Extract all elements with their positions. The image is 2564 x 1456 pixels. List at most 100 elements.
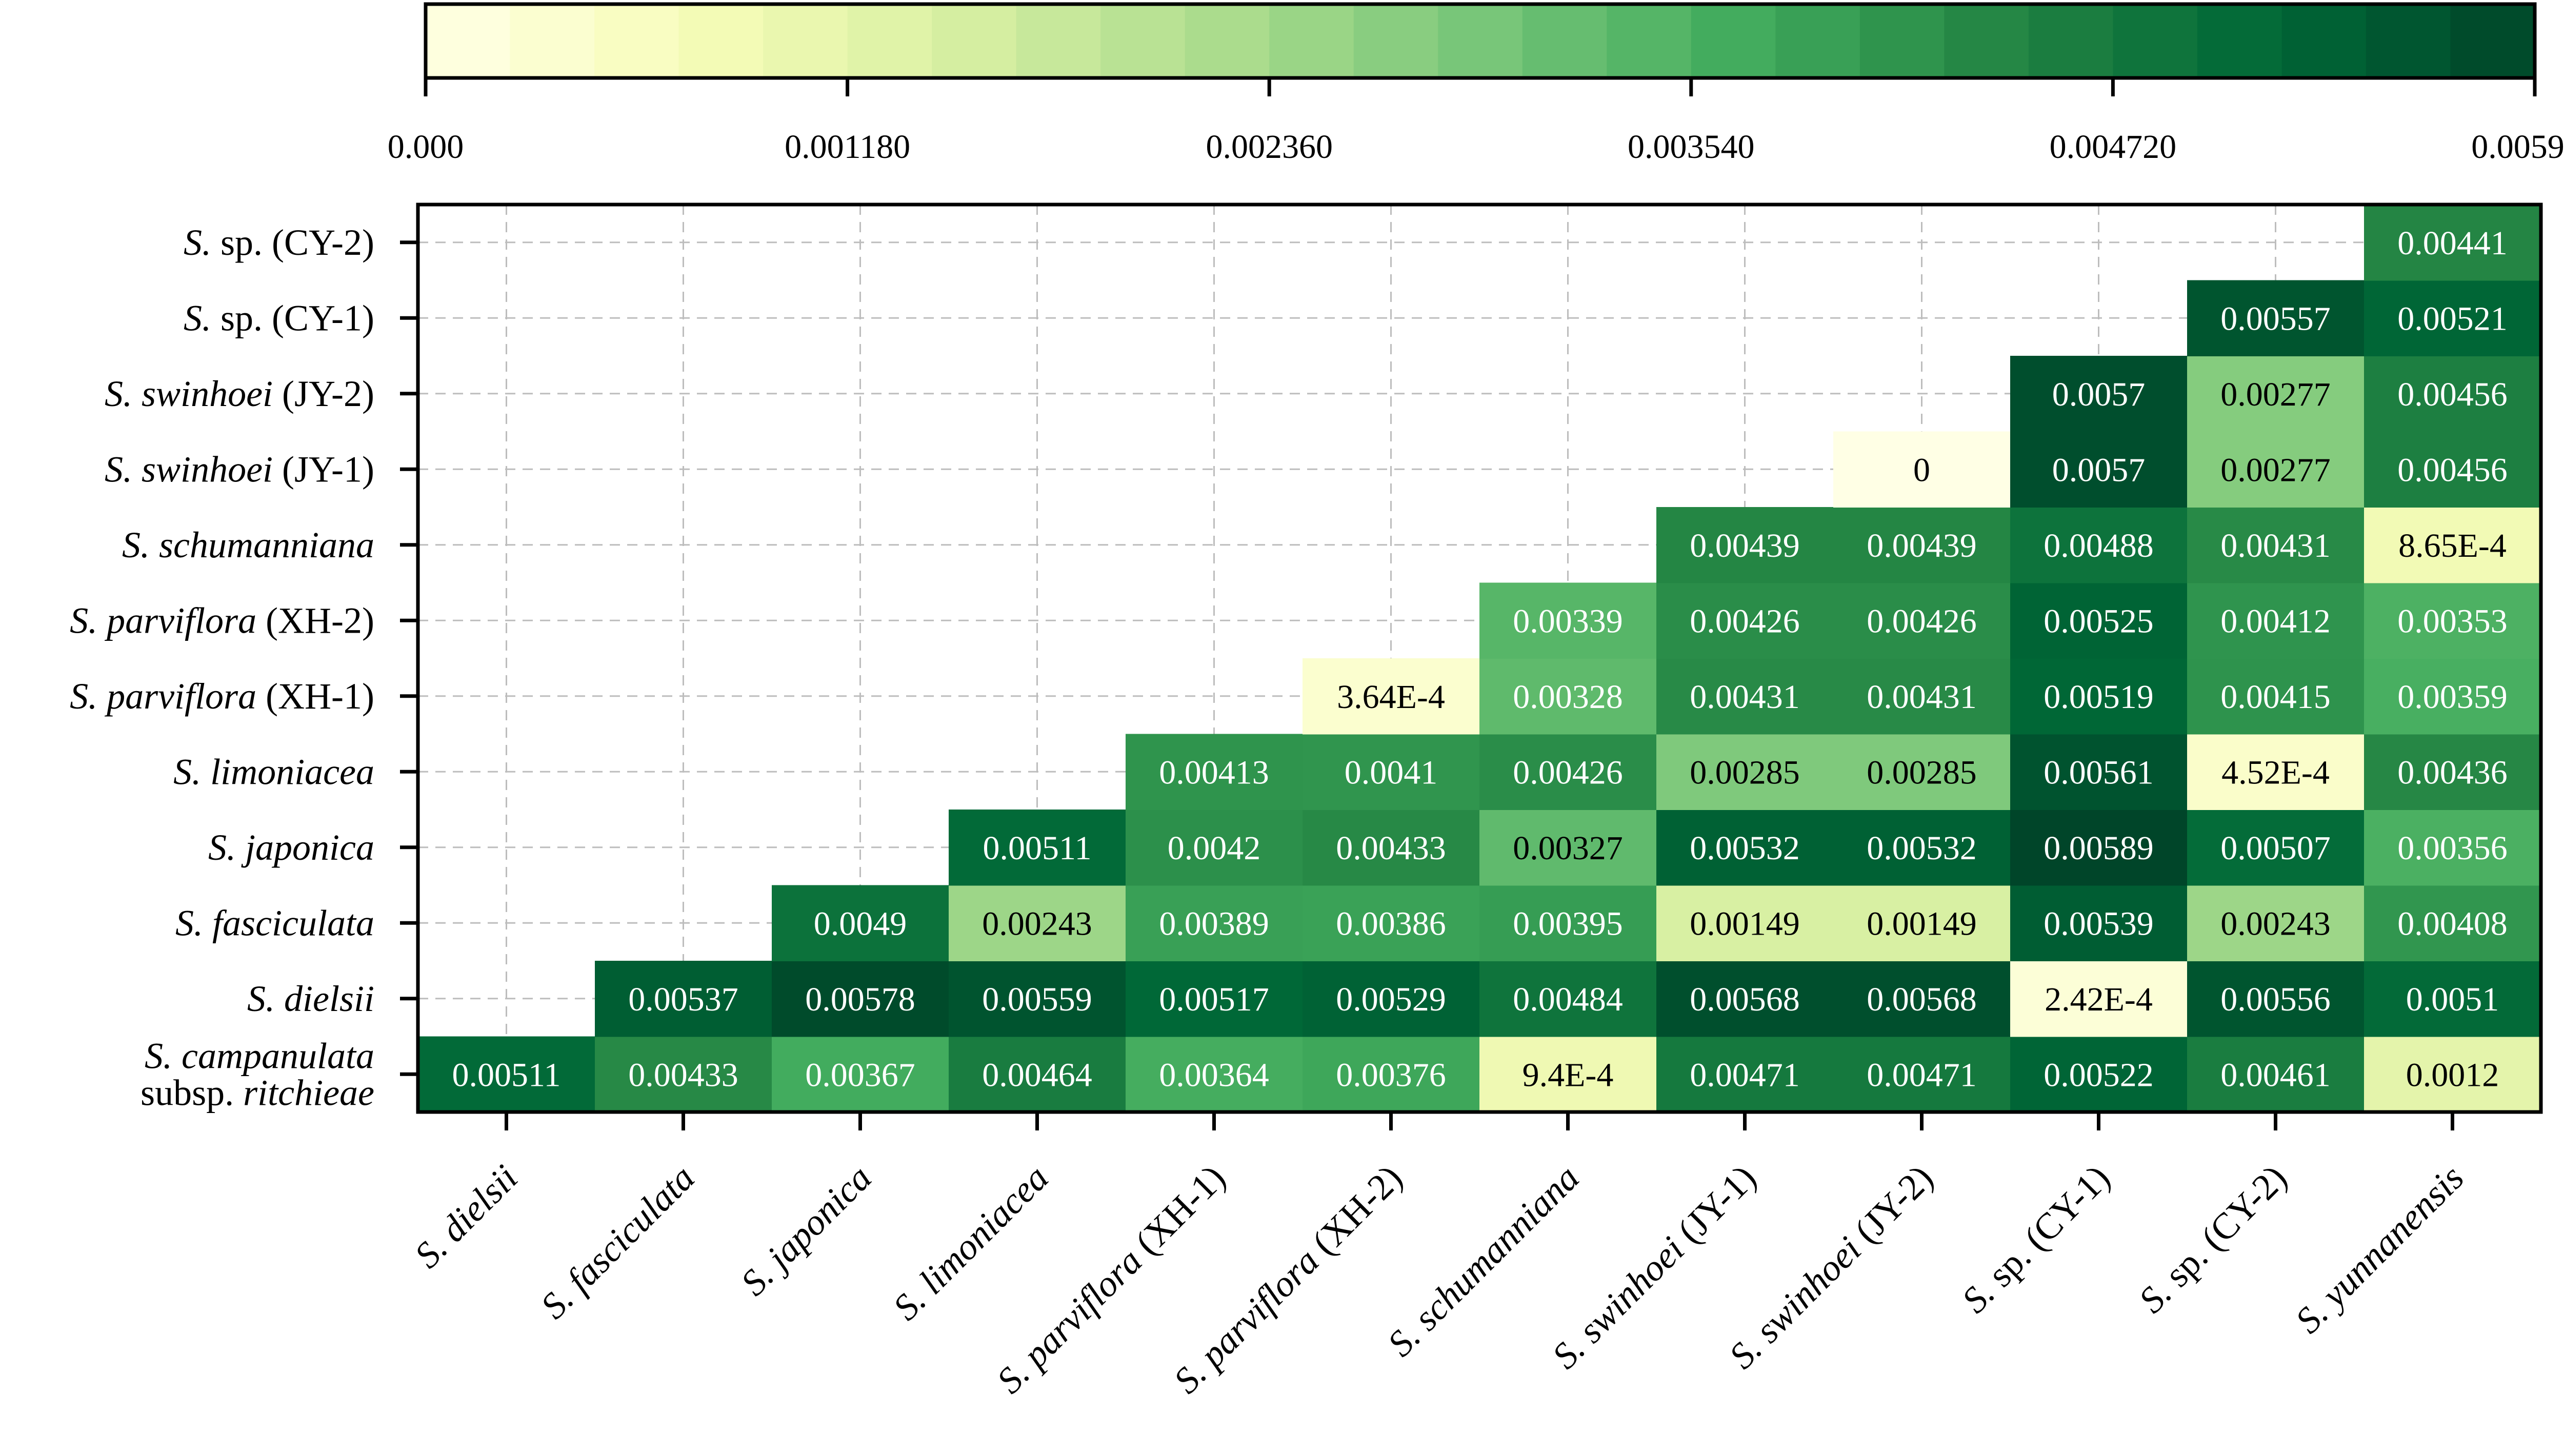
- cell-value-label: 0.00589: [2044, 830, 2154, 867]
- cell-value-label: 0.00522: [2044, 1056, 2154, 1094]
- colorbar-tick-label: 0.002360: [1206, 128, 1333, 166]
- heatmap-cell: [1656, 734, 1834, 810]
- heatmap-cell: [2010, 810, 2188, 886]
- cell-value-label: 0.00441: [2397, 225, 2508, 262]
- heatmap-cell: [1303, 1036, 1480, 1112]
- heatmap-cell: [1303, 658, 1480, 735]
- heatmap-cell: [1656, 507, 1834, 583]
- heatmap-cell: [2010, 885, 2188, 961]
- cell-value-label: 0.00456: [2397, 451, 2508, 489]
- cell-value-label: 0.00285: [1867, 754, 1977, 791]
- heatmap-cell: [2187, 280, 2365, 356]
- cell-value-label: 0.00507: [2220, 830, 2331, 867]
- cell-value-label: 0.00367: [805, 1056, 915, 1094]
- x-axis-label: S. fasciculata: [533, 1157, 703, 1327]
- colorbar-segment: [594, 4, 680, 78]
- cell-value-label: 0.00561: [2044, 754, 2154, 791]
- colorbar-segment: [763, 4, 849, 78]
- colorbar-frame: [424, 2, 2537, 80]
- cell-value-label: 0.00277: [2220, 451, 2331, 489]
- colorbar-tick-label: 0.003540: [1628, 128, 1755, 166]
- colorbar-segment: [1775, 4, 1861, 78]
- cell-value-label: 0.00389: [1159, 905, 1269, 942]
- colorbar-segment: [1269, 4, 1355, 78]
- cell-value-label: 0.0041: [1345, 754, 1438, 791]
- cell-value-label: 0.0012: [2406, 1056, 2499, 1094]
- heatmap-cell: [1126, 1036, 1303, 1112]
- heatmap-cell: [2364, 205, 2541, 281]
- colorbar-tick-label: 0.001180: [785, 128, 910, 166]
- heatmap-cell: [1833, 734, 2011, 810]
- heatmap-cell: [2187, 507, 2365, 583]
- heatmap-cell: [2187, 658, 2365, 735]
- cell-value-label: 0.00537: [628, 981, 738, 1018]
- heatmap-cell: [1303, 885, 1480, 961]
- colorbar-segment: [1100, 4, 1186, 78]
- cell-value-label: 0.00529: [1336, 981, 1446, 1018]
- cell-value-label: 0.00436: [2397, 754, 2508, 791]
- heatmap-cell: [1303, 734, 1480, 810]
- heatmap-cell: [1126, 734, 1303, 810]
- colorbar-segment: [1438, 4, 1524, 78]
- colorbar-segment: [2366, 4, 2451, 78]
- heatmap-cell: [1833, 431, 2011, 508]
- heatmap-cell: [2364, 810, 2541, 886]
- heatmap-cell: [1126, 810, 1303, 886]
- heatmap-cell: [1833, 810, 2011, 886]
- heatmap-cell: [2364, 1036, 2541, 1112]
- heatmap-cell: [2187, 582, 2365, 659]
- colorbar-segment: [1944, 4, 2030, 78]
- heatmap-cell: [2187, 431, 2365, 508]
- heatmap-cell: [772, 885, 949, 961]
- cell-value-label: 0.00433: [628, 1056, 738, 1094]
- y-axis-label: S. sp. (CY-1): [184, 297, 374, 338]
- heatmap-cell: [595, 1036, 772, 1112]
- heatmap-cell: [2364, 280, 2541, 356]
- heatmap-cell: [1656, 1036, 1834, 1112]
- cell-value-label: 0.00149: [1690, 905, 1800, 942]
- heatmap-cell: [2187, 356, 2365, 432]
- colorbar-segment: [1185, 4, 1270, 78]
- colorbar-segment: [678, 4, 764, 78]
- cell-value-label: 0.00511: [452, 1056, 560, 1094]
- heatmap-cell: [1303, 961, 1480, 1037]
- cell-value-label: 0.00339: [1513, 602, 1623, 640]
- colorbar-tick-label: 0.005900: [2471, 128, 2564, 166]
- heatmap-cell: [949, 1036, 1126, 1112]
- cell-value-label: 4.52E-4: [2221, 754, 2330, 791]
- x-axis: S. dielsii S. fasciculata S. japonica S. li…: [407, 1112, 2472, 1401]
- heatmap-cell: [1656, 658, 1834, 735]
- cell-value-label: 0.00415: [2220, 678, 2331, 716]
- cell-value-label: 0.00471: [1867, 1056, 1977, 1094]
- heatmap-cell: [1656, 961, 1834, 1037]
- x-axis-label: S. limoniacea: [885, 1157, 1056, 1328]
- heatmap-cell: [2187, 1036, 2365, 1112]
- cell-value-label: 0.0042: [1168, 830, 1261, 867]
- y-axis-label: S. dielsii: [247, 978, 374, 1019]
- y-axis-label: subsp. ritchieae: [141, 1072, 374, 1113]
- colorbar-segment: [2450, 4, 2536, 78]
- cell-value-label: 0.00327: [1513, 830, 1623, 867]
- colorbar-segment: [932, 4, 1017, 78]
- heatmap-cell: [1833, 582, 2011, 659]
- cell-value-label: 0.00364: [1159, 1056, 1269, 1094]
- heatmap-cell: [2364, 885, 2541, 961]
- colorbar-segment: [2197, 4, 2282, 78]
- cell-value-label: 0.00578: [805, 981, 915, 1018]
- cell-value-label: 0.00439: [1690, 527, 1800, 564]
- cell-value-label: 0.00431: [1867, 678, 1977, 716]
- cell-value-label: 0.00484: [1513, 981, 1623, 1018]
- cell-value-label: 0.00431: [2220, 527, 2331, 564]
- heatmap-cell: [1833, 1036, 2011, 1112]
- heatmap-cell: [595, 961, 772, 1037]
- cell-value-label: 0.00539: [2044, 905, 2154, 942]
- cell-value-label: 0.00557: [2220, 300, 2331, 337]
- heatmap-cell: [2364, 734, 2541, 810]
- cell-value-label: 0.00277: [2220, 376, 2331, 413]
- heatmap-cell: [2364, 582, 2541, 659]
- cell-value-label: 0.00464: [982, 1056, 1092, 1094]
- cell-value-label: 0.00426: [1513, 754, 1623, 791]
- cell-value-label: 0.00243: [2220, 905, 2331, 942]
- heatmap-cell: [1656, 582, 1834, 659]
